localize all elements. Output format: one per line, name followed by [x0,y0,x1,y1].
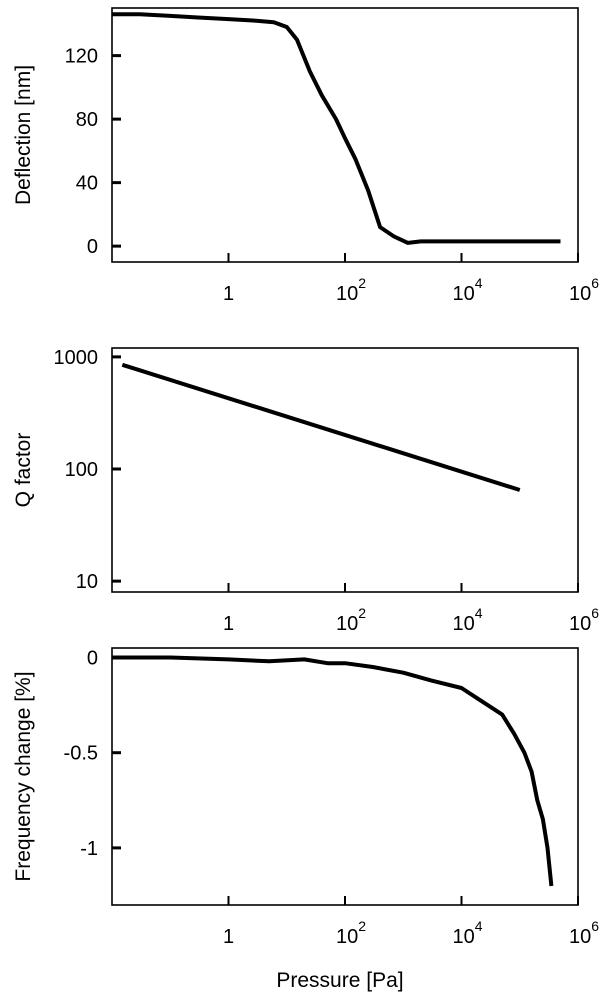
x-tick-exponent: 4 [475,275,483,291]
x-tick-base: 10 [452,613,474,635]
x-tick-label: 102 [336,605,366,635]
x-tick-base: 10 [452,283,474,305]
y-axis-title: Q factor [12,433,35,508]
x-tick-base: 10 [336,613,358,635]
y-tick-label: 40 [76,173,98,195]
y-tick-label: 1000 [54,347,99,369]
series-line [121,362,521,492]
x-tick-exponent: 2 [358,605,366,621]
plot-frame [111,647,579,906]
x-tick-label: 104 [452,605,482,635]
x-tick-label: 106 [569,275,599,305]
y-axis-title: Frequency change [%] [12,671,35,881]
y-tick-label: 80 [76,109,98,131]
x-tick-label: 102 [336,275,366,305]
x-tick-label: 106 [569,918,599,948]
x-tick-label: 1 [223,926,234,948]
series-line [112,12,561,245]
x-tick-base: 10 [569,926,591,948]
x-axis-title: Pressure [Pa] [276,969,403,992]
x-tick-base: 10 [569,283,591,305]
x-tick-base: 1 [223,283,234,305]
x-tick-base: 10 [569,613,591,635]
y-tick-label: 120 [65,46,98,68]
x-tick-exponent: 2 [358,918,366,934]
x-tick-label: 106 [569,605,599,635]
x-tick-label: 1 [223,613,234,635]
x-tick-base: 1 [223,926,234,948]
x-tick-base: 10 [336,283,358,305]
x-tick-label: 104 [452,275,482,305]
x-tick-exponent: 4 [475,605,483,621]
x-tick-exponent: 6 [591,918,599,934]
y-tick-label: -1 [80,838,98,860]
x-tick-base: 10 [452,926,474,948]
x-tick-exponent: 6 [591,605,599,621]
y-tick-label: 100 [65,459,98,481]
y-tick-label: 0 [87,236,98,258]
series-line [112,655,554,887]
x-tick-exponent: 4 [475,918,483,934]
x-tick-label: 1 [223,283,234,305]
y-tick-label: -0.5 [64,743,98,765]
x-tick-exponent: 2 [358,275,366,291]
y-axis-title: Deflection [nm] [12,65,35,205]
x-tick-exponent: 6 [591,275,599,291]
y-tick-label: 10 [76,571,98,593]
x-tick-label: 102 [336,918,366,948]
x-tick-base: 10 [336,926,358,948]
x-tick-label: 104 [452,918,482,948]
y-tick-label: 0 [87,648,98,670]
x-tick-base: 1 [223,613,234,635]
